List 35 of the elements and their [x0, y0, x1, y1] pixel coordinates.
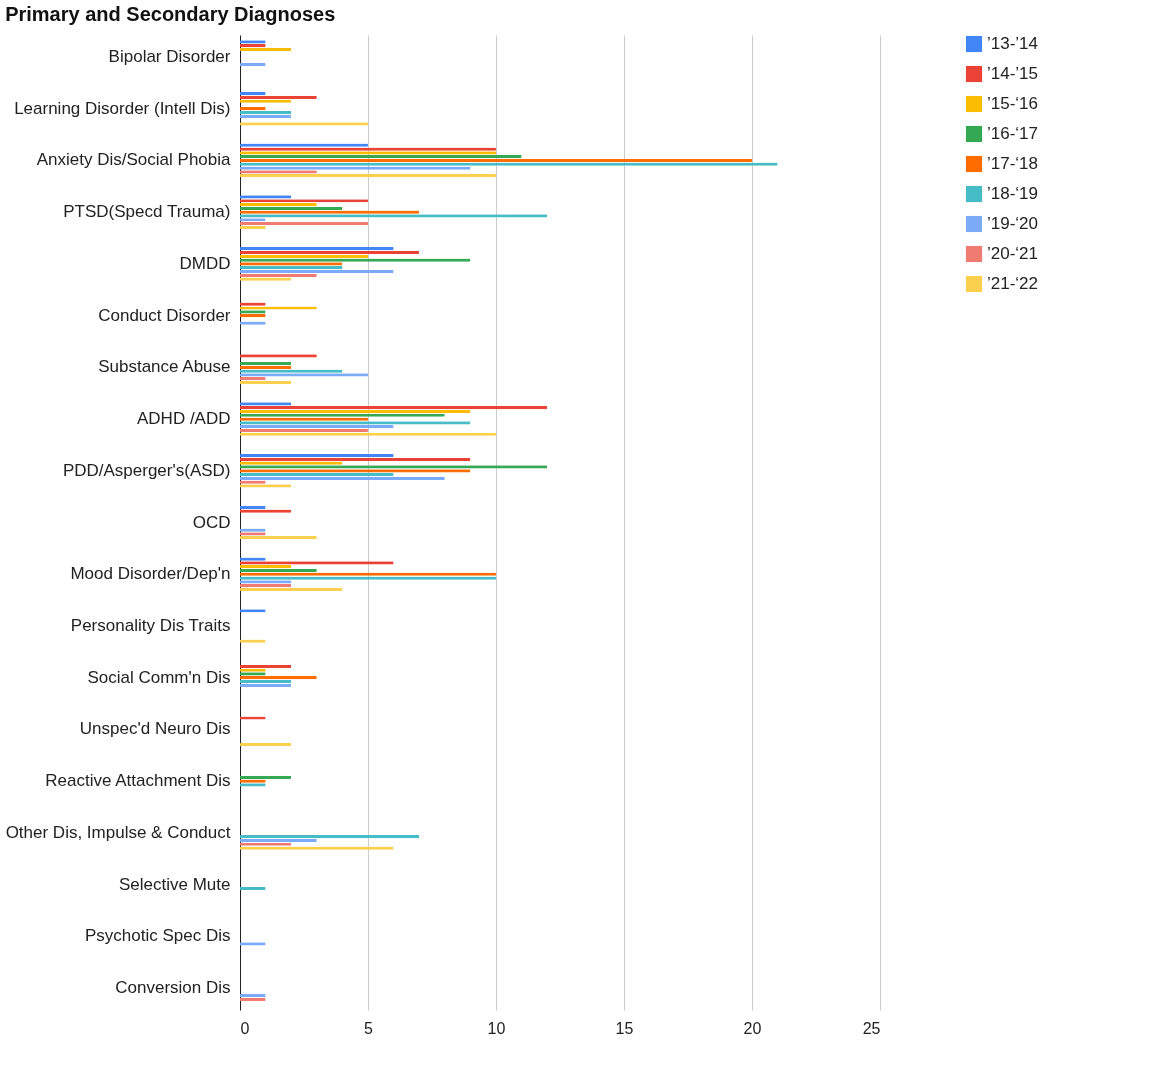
- legend-label: ’14-’15: [987, 64, 1039, 83]
- y-tick-label: Social Comm'n Dis: [87, 667, 231, 687]
- x-tick-label: 5: [364, 1019, 374, 1037]
- y-tick-label: OCD: [192, 512, 231, 532]
- y-tick-label: ADHD /ADD: [136, 409, 231, 429]
- legend-label: ’15-‘16: [987, 94, 1039, 113]
- y-tick-label: Other Dis, Impulse & Conduct: [5, 822, 231, 842]
- legend-label: ’18-‘19: [987, 184, 1039, 203]
- y-tick-label: Conversion Dis: [115, 978, 231, 998]
- legend-label: ’17-‘18: [987, 154, 1039, 173]
- y-tick-label: Substance Abuse: [98, 357, 231, 377]
- legend-label: ’19-‘20: [987, 214, 1039, 233]
- y-tick-label: Anxiety Dis/Social Phobia: [36, 150, 232, 170]
- y-tick-label: DMDD: [179, 253, 231, 273]
- legend-label: ’16-‘17: [987, 124, 1039, 143]
- y-tick-label: Learning Disorder (Intell Dis): [14, 98, 231, 118]
- legend-label: ’20-‘21: [987, 244, 1039, 263]
- y-tick-label: PTSD(Specd Trauma): [63, 202, 231, 222]
- x-tick-label: 10: [487, 1019, 506, 1037]
- y-tick-label: Personality Dis Traits: [70, 615, 231, 635]
- y-tick-label: Reactive Attachment Dis: [45, 771, 231, 791]
- y-tick-label: Mood Disorder/Dep'n: [70, 564, 231, 584]
- legend-label: ’21-‘22: [987, 274, 1039, 293]
- x-tick-label: 25: [862, 1019, 881, 1037]
- y-tick-label: Psychotic Spec Dis: [85, 926, 231, 946]
- y-tick-label: Unspec'd Neuro Dis: [79, 719, 231, 739]
- y-tick-label: PDD/Asperger's(ASD): [62, 460, 231, 480]
- legend-label: ’13-’14: [987, 34, 1039, 53]
- y-tick-label: Selective Mute: [119, 874, 231, 894]
- y-tick-label: Conduct Disorder: [98, 305, 231, 325]
- chart-title: Primary and Secondary Diagnoses: [5, 3, 336, 25]
- y-tick-label: Bipolar Disorder: [108, 46, 231, 66]
- x-tick-label: 20: [743, 1019, 762, 1037]
- x-tick-label: 0: [240, 1019, 250, 1037]
- x-tick-label: 15: [615, 1019, 634, 1037]
